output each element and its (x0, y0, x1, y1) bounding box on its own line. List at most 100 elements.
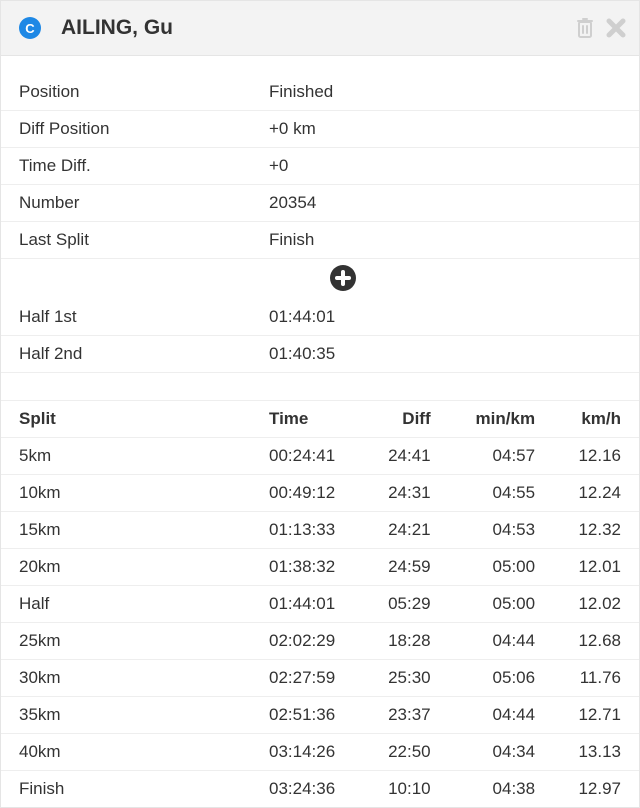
table-row: 40km03:14:2622:5004:3413.13 (1, 734, 639, 771)
info-row: Diff Position+0 km (1, 110, 639, 147)
cell-speed: 12.01 (553, 549, 639, 586)
close-icon[interactable] (605, 17, 627, 39)
info-value: +0 km (269, 119, 621, 139)
cell-speed: 12.02 (553, 586, 639, 623)
cell-pace: 05:06 (449, 660, 553, 697)
cell-split: 25km (1, 623, 251, 660)
info-label: Position (19, 82, 269, 102)
half-row: Half 2nd01:40:35 (1, 335, 639, 372)
runner-name: AILING, Gu (61, 16, 173, 40)
half-label: Half 1st (19, 307, 269, 327)
info-value: +0 (269, 156, 621, 176)
badge-letter: C (25, 21, 34, 36)
cell-pace: 04:57 (449, 438, 553, 475)
section-spacer (1, 372, 639, 400)
col-split: Split (1, 401, 251, 438)
cell-split: 10km (1, 475, 251, 512)
cell-speed: 12.97 (553, 771, 639, 808)
info-label: Time Diff. (19, 156, 269, 176)
cell-diff: 25:30 (363, 660, 449, 697)
cell-pace: 04:34 (449, 734, 553, 771)
info-row: Time Diff.+0 (1, 147, 639, 184)
cell-split: 35km (1, 697, 251, 734)
table-row: 25km02:02:2918:2804:4412.68 (1, 623, 639, 660)
col-pace: min/km (449, 401, 553, 438)
splits-header-row: Split Time Diff min/km km/h (1, 401, 639, 438)
cell-split: 40km (1, 734, 251, 771)
splits-thead: Split Time Diff min/km km/h (1, 401, 639, 438)
cell-time: 03:24:36 (251, 771, 363, 808)
cell-split: 15km (1, 512, 251, 549)
half-value: 01:40:35 (269, 344, 621, 364)
table-row: 20km01:38:3224:5905:0012.01 (1, 549, 639, 586)
info-value: 20354 (269, 193, 621, 213)
cell-diff: 22:50 (363, 734, 449, 771)
cell-pace: 04:38 (449, 771, 553, 808)
cell-diff: 24:21 (363, 512, 449, 549)
cell-speed: 12.68 (553, 623, 639, 660)
half-label: Half 2nd (19, 344, 269, 364)
cell-speed: 12.71 (553, 697, 639, 734)
card-top-pad (1, 56, 639, 74)
plus-icon[interactable] (328, 263, 358, 293)
cell-split: 30km (1, 660, 251, 697)
cell-diff: 10:10 (363, 771, 449, 808)
cell-time: 01:38:32 (251, 549, 363, 586)
cell-time: 00:49:12 (251, 475, 363, 512)
cell-speed: 12.32 (553, 512, 639, 549)
cell-pace: 04:53 (449, 512, 553, 549)
splits-table: Split Time Diff min/km km/h 5km00:24:412… (1, 400, 639, 807)
runner-header: C AILING, Gu (0, 0, 640, 56)
cell-speed: 12.24 (553, 475, 639, 512)
table-row: 30km02:27:5925:3005:0611.76 (1, 660, 639, 697)
info-row: PositionFinished (1, 74, 639, 110)
cell-speed: 13.13 (553, 734, 639, 771)
cell-speed: 12.16 (553, 438, 639, 475)
table-row: 10km00:49:1224:3104:5512.24 (1, 475, 639, 512)
cell-time: 00:24:41 (251, 438, 363, 475)
half-value: 01:44:01 (269, 307, 621, 327)
table-row: 35km02:51:3623:3704:4412.71 (1, 697, 639, 734)
half-row: Half 1st01:44:01 (1, 299, 639, 335)
info-row: Number20354 (1, 184, 639, 221)
table-row: 15km01:13:3324:2104:5312.32 (1, 512, 639, 549)
cell-time: 01:13:33 (251, 512, 363, 549)
info-label: Diff Position (19, 119, 269, 139)
cell-time: 02:51:36 (251, 697, 363, 734)
cell-split: Half (1, 586, 251, 623)
cell-pace: 04:44 (449, 623, 553, 660)
cell-pace: 05:00 (449, 586, 553, 623)
cell-diff: 24:59 (363, 549, 449, 586)
header-left: C AILING, Gu (13, 16, 173, 40)
table-row: 5km00:24:4124:4104:5712.16 (1, 438, 639, 475)
table-row: Finish03:24:3610:1004:3812.97 (1, 771, 639, 808)
cell-diff: 23:37 (363, 697, 449, 734)
half-section: Half 1st01:44:01Half 2nd01:40:35 (1, 299, 639, 372)
col-diff: Diff (363, 401, 449, 438)
cell-speed: 11.76 (553, 660, 639, 697)
cell-diff: 24:41 (363, 438, 449, 475)
info-section: PositionFinishedDiff Position+0 kmTime D… (1, 74, 639, 258)
info-label: Last Split (19, 230, 269, 250)
info-row: Last SplitFinish (1, 221, 639, 258)
cell-time: 02:02:29 (251, 623, 363, 660)
cell-diff: 18:28 (363, 623, 449, 660)
cell-split: Finish (1, 771, 251, 808)
runner-card: PositionFinishedDiff Position+0 kmTime D… (0, 56, 640, 808)
cell-pace: 04:55 (449, 475, 553, 512)
cell-time: 02:27:59 (251, 660, 363, 697)
cell-pace: 05:00 (449, 549, 553, 586)
splits-tbody: 5km00:24:4124:4104:5712.1610km00:49:1224… (1, 438, 639, 808)
info-label: Number (19, 193, 269, 213)
cell-time: 03:14:26 (251, 734, 363, 771)
table-row: Half01:44:0105:2905:0012.02 (1, 586, 639, 623)
category-badge: C (19, 17, 41, 39)
info-value: Finish (269, 230, 621, 250)
cell-split: 20km (1, 549, 251, 586)
cell-diff: 05:29 (363, 586, 449, 623)
info-value: Finished (269, 82, 621, 102)
cell-time: 01:44:01 (251, 586, 363, 623)
cell-split: 5km (1, 438, 251, 475)
col-time: Time (251, 401, 363, 438)
trash-icon[interactable] (575, 17, 595, 39)
